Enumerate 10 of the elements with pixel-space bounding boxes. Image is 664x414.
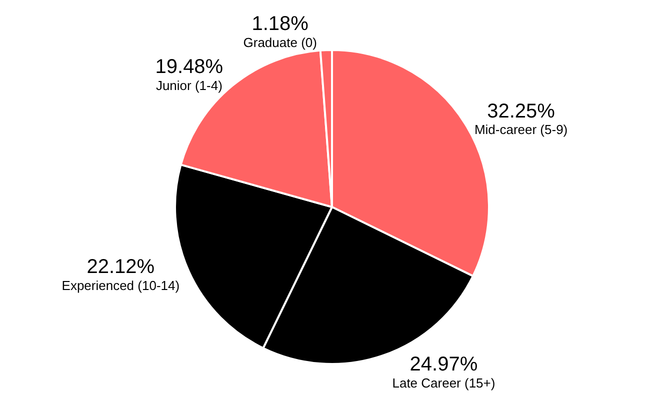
slice-label: Graduate (0) [243, 35, 317, 50]
slice-label: Junior (1-4) [156, 78, 222, 93]
slice-label: Mid-career (5-9) [474, 122, 568, 138]
data-label: 32.25% [487, 100, 556, 122]
data-label: 1.18% [252, 13, 309, 36]
data-label: 19.48% [155, 56, 224, 78]
data-label: 24.97% [410, 354, 478, 376]
data-label: 22.12% [86, 256, 155, 278]
slice-label: Experienced (10-14) [62, 278, 180, 293]
slice-label: Late Career (15+) [392, 375, 496, 390]
